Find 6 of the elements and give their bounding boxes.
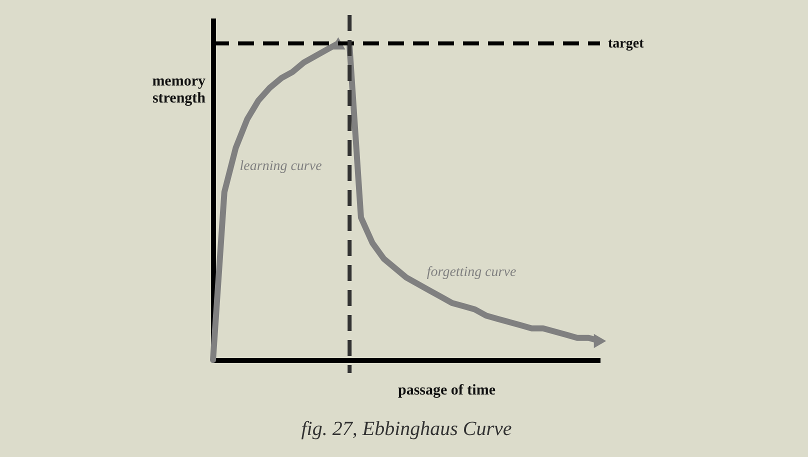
series-label: forgetting curve [426, 265, 516, 280]
ref-line-label: target [608, 36, 644, 52]
text: fig. 27, Ebbinghaus Curve [301, 418, 512, 440]
y-axis-title: memory strength [152, 74, 206, 106]
x-axis-title: passage of time [398, 382, 496, 398]
series-label: learning curve [240, 158, 322, 174]
